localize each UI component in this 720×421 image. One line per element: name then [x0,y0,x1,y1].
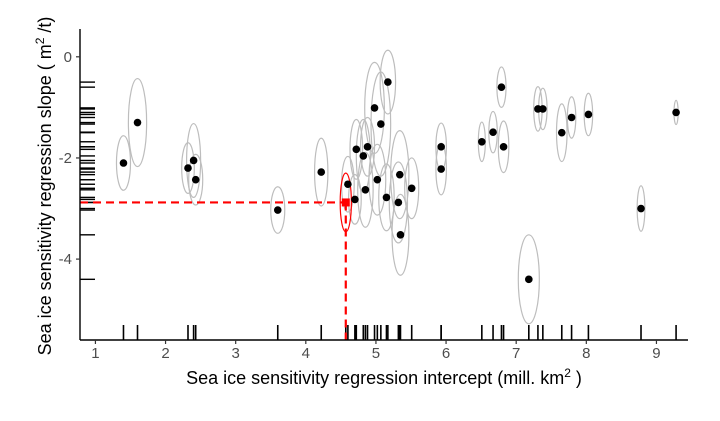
highlight-ellipse [339,172,352,233]
uncertainty-ellipse [404,157,420,220]
uncertainty-ellipse [583,92,594,137]
data-point [672,108,680,117]
y-tick-label: -2 [59,150,72,167]
data-point [119,159,128,167]
data-point [351,195,359,204]
y-tick-label: -4 [59,251,72,268]
uncertainty-ellipse [349,118,364,180]
data-point [525,275,533,284]
data-point [363,143,372,151]
x-tick-label: 2 [161,345,169,362]
data-point [584,110,593,119]
data-point [539,105,547,113]
uncertainty-ellipse [188,153,204,206]
data-point [637,204,645,213]
uncertainty-ellipse [115,135,132,191]
highlight-group [80,172,352,340]
uncertainty-ellipse [364,61,385,154]
uncertainty-ellipse [517,234,540,325]
x-axis-label: Sea ice sensitivity regression intercept… [186,366,582,388]
data-point [359,152,368,160]
uncertainty-ellipse [496,66,507,108]
axes [76,29,688,344]
x-tick-label: 4 [302,345,310,362]
y-axis-label: Sea ice sensitivity regression slope ( m… [33,17,55,356]
data-point [184,164,192,172]
data-point [437,143,445,151]
x-tick-label: 7 [512,345,520,362]
x-tick-label: 8 [582,345,590,362]
y-tick-label: 0 [64,49,72,66]
uncertainty-ellipse [378,163,395,232]
data-point [489,128,497,136]
tick-labels: 1 2 3 4 5 6 7 8 9 0 -2 -4 [59,49,661,362]
uncertainty-ellipse [127,77,148,168]
data-point [567,113,576,122]
data-point [407,184,416,193]
data-point [370,104,379,112]
uncertainty-ellipse [488,110,498,154]
uncertainty-ellipse [379,49,397,115]
data-point [382,193,391,202]
x-tick-label: 5 [372,345,380,362]
uncertainty-ellipse [390,130,410,220]
x-tick-label: 1 [91,345,99,362]
data-point [361,186,370,194]
data-point [395,170,404,179]
x-tick-label: 6 [442,345,450,362]
data-point [384,78,392,86]
uncertainty-ellipse [313,137,329,207]
data-point [478,137,486,146]
data-point [499,143,508,151]
uncertainty-ellipse [391,193,410,276]
data-point [317,168,326,176]
uncertainty-ellipse [388,161,409,244]
uncertainty-ellipses [115,49,679,325]
data-point [273,206,282,214]
data-point [344,180,352,189]
rug-marks [80,81,677,340]
data-point [437,165,445,173]
data-point [557,128,566,137]
uncertainty-ellipse [368,143,387,216]
uncertainty-ellipse [270,186,286,234]
uncertainty-ellipse [357,151,374,228]
data-point [373,175,382,184]
x-tick-label: 9 [652,345,660,362]
data-point [133,118,142,127]
x-tick-label: 3 [232,345,240,362]
data-point [497,83,506,91]
data-point [394,198,403,207]
data-point [396,231,405,239]
data-point [191,175,200,184]
data-point [189,156,198,165]
highlight-marker [341,198,350,207]
data-point [352,145,361,154]
uncertainty-ellipse [566,96,577,139]
uncertainty-ellipse [497,120,510,174]
data-point [377,120,385,128]
data-points [119,78,680,284]
uncertainty-ellipse [555,103,568,163]
uncertainty-ellipse [636,185,646,232]
